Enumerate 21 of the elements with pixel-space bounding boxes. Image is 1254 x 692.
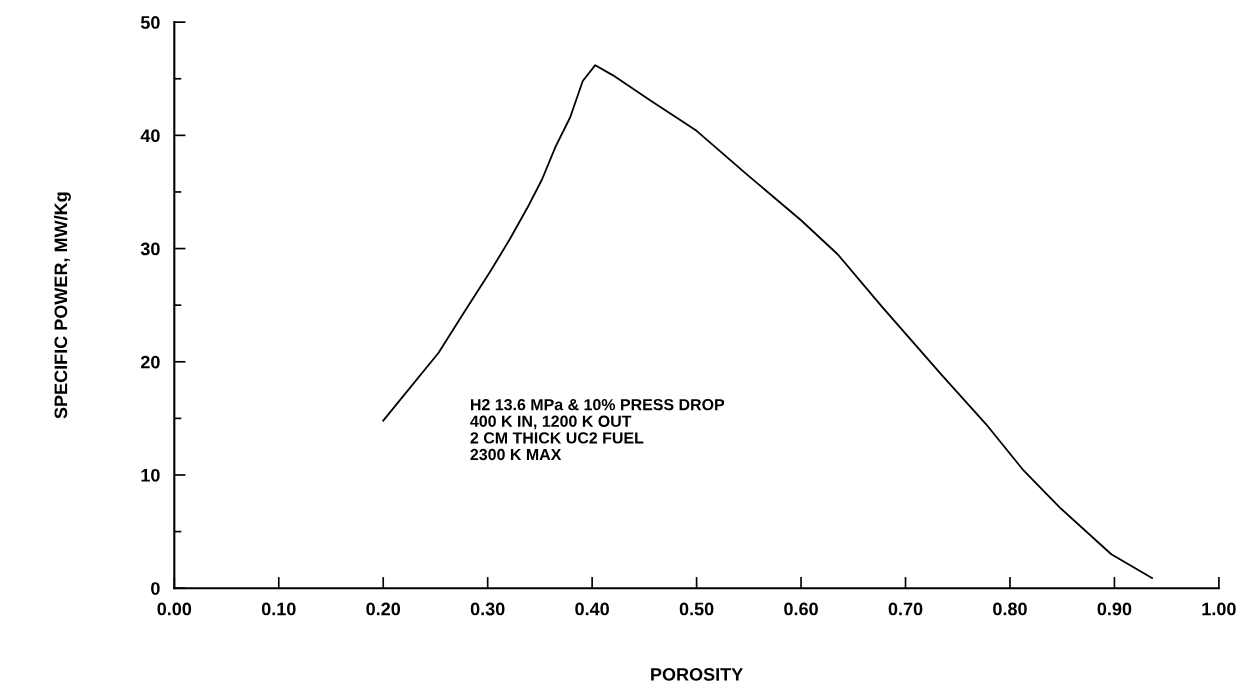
y-tick-label: 30 [140,242,160,256]
x-axis-title: POROSITY [651,668,743,681]
y-tick-label: 50 [140,16,160,29]
y-tick-label: 10 [141,468,160,482]
y-tick-label: 0 [151,582,160,595]
y-tick-label: 20 [140,355,160,369]
x-tick-label: 0.20 [366,602,401,616]
annotation: H2 13.6 MPa & 10% PRESS DROP 400 K IN, 1200 K OUT 2 CM THICK UC2 FUEL 2300 K MAX [470,398,725,461]
x-tick-label: 1.00 [1202,602,1236,616]
y-axis-title: SPECIFIC POWER, MW/Kg [53,192,71,419]
x-tick-label: 0.80 [993,602,1027,616]
x-tick-label: 0.00 [157,602,192,616]
x-tick-label: 0.40 [575,602,609,616]
line-series [382,64,1153,579]
x-tick-label: 0.70 [888,602,923,616]
y-tick-label: 40 [140,129,160,143]
x-tick-label: 0.30 [470,602,505,616]
x-tick-label: 0.50 [679,602,714,616]
x-tick-label: 0.60 [784,602,818,616]
x-tick-label: 0.10 [261,602,296,616]
x-tick-label: 0.90 [1097,602,1132,616]
